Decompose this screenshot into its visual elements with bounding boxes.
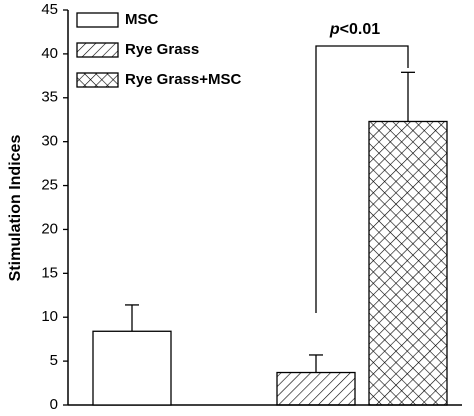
legend-swatch — [76, 72, 119, 88]
y-tick-label: 20 — [41, 220, 58, 237]
y-tick-label: 25 — [41, 177, 58, 194]
legend-label: Rye Grass+MSC — [125, 71, 241, 88]
significance-bracket — [315, 45, 409, 313]
legend-swatch — [76, 42, 119, 58]
y-tick-label: 10 — [41, 308, 58, 325]
bar — [92, 330, 172, 406]
annotation-variable: p — [329, 21, 340, 38]
y-tick-label: 5 — [50, 352, 58, 369]
bar — [276, 371, 356, 406]
y-tick-label: 30 — [41, 133, 58, 150]
annotation-text: <0.01 — [340, 21, 381, 38]
legend-swatch — [76, 12, 119, 28]
legend-label: Rye Grass — [125, 41, 199, 58]
y-tick-label: 15 — [41, 264, 58, 281]
bar — [368, 120, 448, 406]
annotation: p<0.01 — [329, 21, 380, 38]
y-tick-label: 40 — [41, 45, 58, 62]
y-axis-label: Stimulation Indices — [7, 135, 24, 282]
y-tick-label: 35 — [41, 89, 58, 106]
y-tick-label: 45 — [41, 1, 58, 18]
y-tick-label: 0 — [50, 396, 58, 413]
legend-label: MSC — [125, 11, 159, 28]
